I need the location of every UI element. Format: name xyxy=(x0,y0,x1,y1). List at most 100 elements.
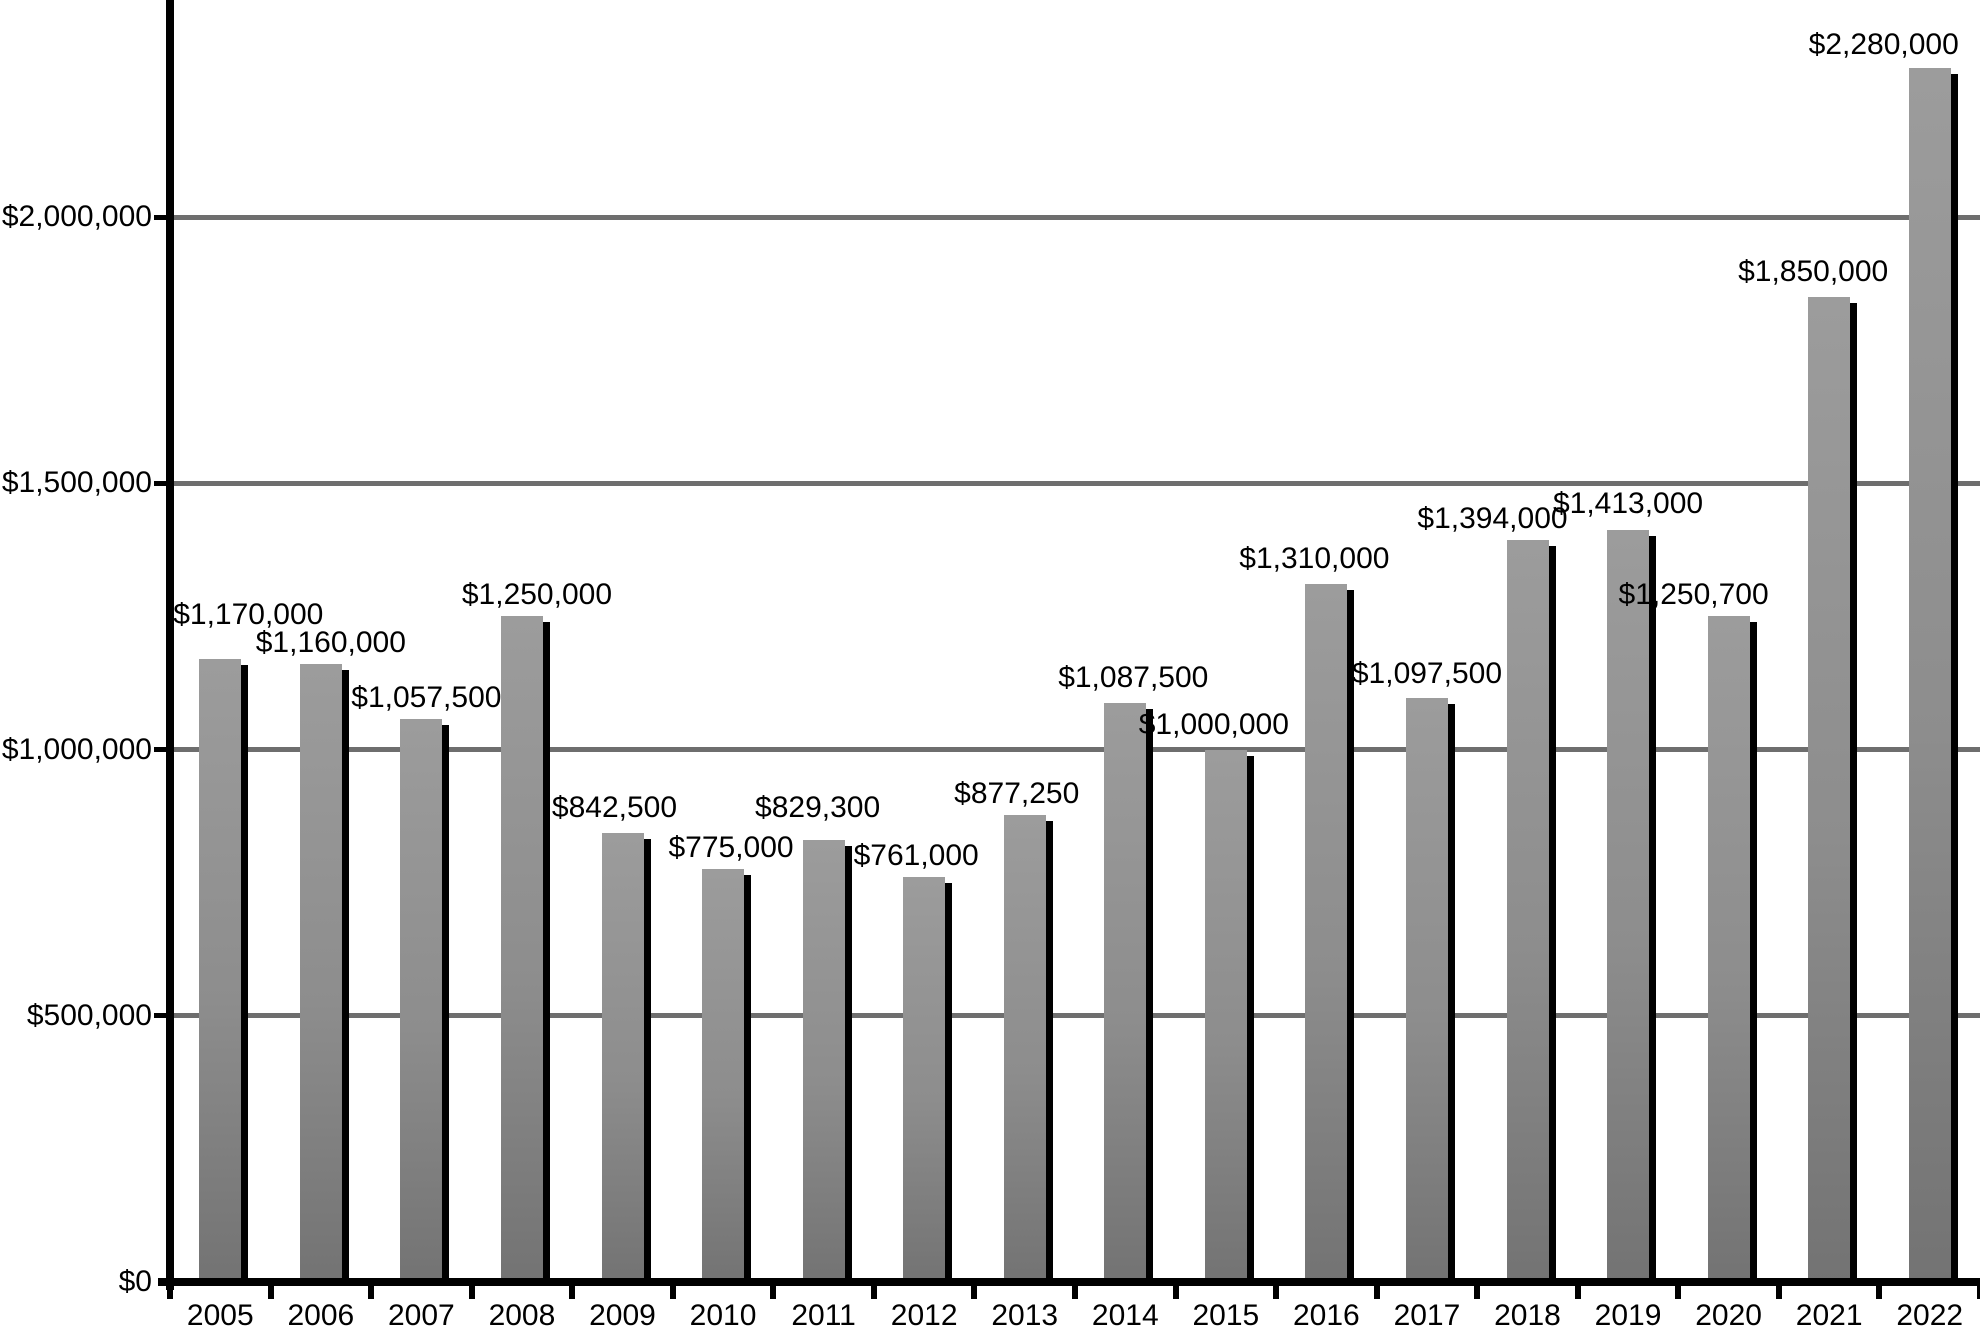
bar-shadow-2017 xyxy=(1447,703,1455,1282)
y-axis-label-0: $0 xyxy=(118,1265,152,1298)
bar-2013 xyxy=(1003,814,1046,1282)
x-axis-tick-0 xyxy=(167,1286,173,1299)
value-label-2011: $829,300 xyxy=(755,791,881,825)
bar-shadow-2018 xyxy=(1548,545,1556,1282)
gridline-1500000 xyxy=(174,480,1980,486)
bar-shadow-2021 xyxy=(1850,302,1858,1282)
y-axis-label-500000: $500,000 xyxy=(26,998,152,1032)
bar-2005 xyxy=(199,658,242,1282)
bar-shadow-2010 xyxy=(744,875,752,1282)
x-axis-label-2013: 2013 xyxy=(991,1299,1059,1332)
y-axis-label-1000000: $1,000,000 xyxy=(1,732,152,766)
x-axis-label-2006: 2006 xyxy=(287,1299,355,1332)
bar-2012 xyxy=(903,876,946,1282)
y-axis-tick-1000000 xyxy=(154,747,168,752)
x-axis-label-2018: 2018 xyxy=(1494,1299,1561,1332)
x-axis-label-2021: 2021 xyxy=(1795,1299,1863,1332)
gridline-1000000 xyxy=(174,747,1980,752)
bar-2017 xyxy=(1405,697,1448,1282)
value-label-2008: $1,250,000 xyxy=(461,578,613,612)
bar-shadow-2020 xyxy=(1749,622,1757,1282)
value-label-2006: $1,160,000 xyxy=(255,626,406,660)
value-label-2009: $842,500 xyxy=(551,791,678,825)
bar-2007 xyxy=(400,718,443,1282)
bar-2010 xyxy=(702,869,745,1282)
bar-shadow-2014 xyxy=(1146,708,1154,1282)
x-axis-tick-5 xyxy=(669,1286,676,1299)
bar-2011 xyxy=(802,840,845,1282)
value-label-2012: $761,000 xyxy=(853,838,979,872)
y-axis-tick-1500000 xyxy=(154,480,168,486)
x-axis-tick-4 xyxy=(569,1286,576,1299)
value-label-2016: $1,310,000 xyxy=(1239,542,1390,576)
x-axis-tick-10 xyxy=(1172,1286,1179,1299)
x-axis-tick-12 xyxy=(1373,1286,1380,1299)
value-label-2014: $1,087,500 xyxy=(1058,660,1209,694)
x-axis-tick-6 xyxy=(770,1286,777,1299)
x-axis-label-2020: 2020 xyxy=(1695,1299,1762,1332)
bar-shadow-2016 xyxy=(1347,590,1355,1282)
x-axis-label-2012: 2012 xyxy=(890,1299,958,1332)
x-axis-tick-2 xyxy=(368,1286,375,1299)
bar-2008 xyxy=(500,616,543,1282)
bar-2018 xyxy=(1506,539,1549,1282)
bar-2006 xyxy=(299,664,342,1282)
y-axis-tick-500000 xyxy=(154,1013,168,1019)
bar-shadow-2019 xyxy=(1649,535,1657,1282)
x-axis-tick-15 xyxy=(1675,1286,1682,1299)
bar-2022 xyxy=(1908,67,1951,1282)
bar-2009 xyxy=(601,833,644,1282)
value-label-2010: $775,000 xyxy=(668,831,794,865)
y-axis-line xyxy=(166,0,174,1290)
bar-shadow-2011 xyxy=(844,846,852,1282)
bar-shadow-2015 xyxy=(1246,755,1254,1282)
x-axis-label-2010: 2010 xyxy=(689,1299,757,1332)
x-axis-tick-7 xyxy=(870,1286,877,1299)
value-label-2005: $1,170,000 xyxy=(173,597,324,631)
x-axis-label-2008: 2008 xyxy=(488,1299,556,1332)
value-label-2013: $877,250 xyxy=(954,776,1080,810)
value-label-2021: $1,850,000 xyxy=(1738,254,1889,288)
x-axis-label-2009: 2009 xyxy=(589,1299,656,1332)
bar-2020 xyxy=(1707,616,1750,1282)
x-axis-tick-14 xyxy=(1574,1286,1581,1299)
value-label-2020: $1,250,700 xyxy=(1618,578,1769,611)
y-axis-tick-2000000 xyxy=(154,214,168,220)
value-label-2007: $1,057,500 xyxy=(351,680,502,714)
x-axis-tick-16 xyxy=(1775,1286,1782,1299)
bar-shadow-2009 xyxy=(643,839,651,1282)
gridline-500000 xyxy=(174,1013,1980,1019)
x-axis-line xyxy=(158,1278,1980,1286)
value-label-2022: $2,280,000 xyxy=(1808,27,1959,61)
x-axis-tick-3 xyxy=(468,1286,475,1299)
x-axis-tick-17 xyxy=(1876,1286,1883,1299)
x-axis-tick-18 xyxy=(1977,1286,1980,1299)
value-label-2019: $1,413,000 xyxy=(1552,486,1704,520)
y-axis-label-2000000: $2,000,000 xyxy=(1,200,152,233)
x-axis-label-2016: 2016 xyxy=(1293,1299,1360,1332)
bar-2021 xyxy=(1808,296,1851,1282)
bar-shadow-2012 xyxy=(945,882,953,1282)
bar-shadow-2007 xyxy=(442,724,450,1282)
x-axis-label-2011: 2011 xyxy=(791,1299,856,1332)
gridline-2000000 xyxy=(174,214,1980,220)
x-axis-tick-1 xyxy=(267,1286,274,1299)
value-label-2015: $1,000,000 xyxy=(1138,707,1289,741)
x-axis-label-2005: 2005 xyxy=(186,1299,254,1332)
bar-2016 xyxy=(1305,584,1348,1282)
value-label-2017: $1,097,500 xyxy=(1351,656,1503,690)
x-axis-label-2019: 2019 xyxy=(1594,1299,1662,1332)
bar-shadow-2008 xyxy=(542,622,550,1282)
bar-shadow-2022 xyxy=(1950,73,1958,1282)
y-axis-label-1500000: $1,500,000 xyxy=(1,466,152,500)
bar-2014 xyxy=(1104,702,1147,1282)
x-axis-label-2007: 2007 xyxy=(388,1299,455,1332)
x-axis-tick-8 xyxy=(971,1286,978,1299)
x-axis-tick-11 xyxy=(1273,1286,1280,1299)
x-axis-label-2022: 2022 xyxy=(1896,1299,1964,1332)
bar-2015 xyxy=(1204,749,1247,1282)
x-axis-tick-13 xyxy=(1474,1286,1481,1299)
x-axis-label-2014: 2014 xyxy=(1091,1299,1159,1332)
bar-shadow-2005 xyxy=(241,664,249,1282)
